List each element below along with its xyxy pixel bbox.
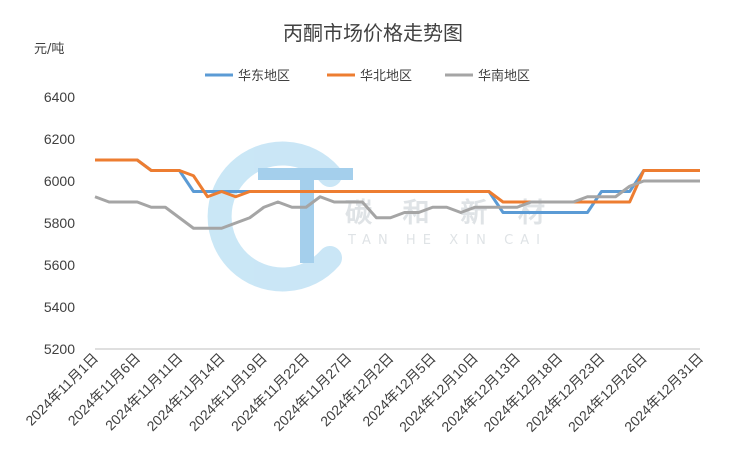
chart-title: 丙酮市场价格走势图 bbox=[283, 21, 463, 45]
legend-label: 华北地区 bbox=[360, 69, 412, 84]
series-layer bbox=[94, 158, 700, 230]
y-tick-label: 5400 bbox=[44, 299, 75, 315]
y-tick-label: 5600 bbox=[44, 257, 75, 273]
legend-label: 华南地区 bbox=[478, 68, 530, 84]
x-tick-label: 2024年12月2日 bbox=[317, 350, 397, 430]
y-tick-label: 6200 bbox=[44, 131, 75, 147]
watermark-crossbar-icon bbox=[258, 168, 353, 180]
x-tick-label: 2024年11月1日 bbox=[22, 350, 101, 429]
x-tick-label: 2024年11月11日 bbox=[102, 350, 186, 434]
y-axis-ticks: 5200 5400 5600 5800 6000 6200 6400 bbox=[44, 89, 75, 357]
series-line-1 bbox=[95, 158, 700, 214]
x-tick-label: 2024年11月6日 bbox=[65, 350, 144, 429]
series-line-2 bbox=[95, 158, 700, 204]
watermark-bar-icon bbox=[300, 168, 314, 263]
y-tick-label: 6000 bbox=[44, 173, 75, 189]
series-line-3 bbox=[94, 179, 700, 230]
watermark-subtext: TAN HE XIN CAI bbox=[347, 233, 543, 248]
legend: 华东地区 华北地区 华南地区 bbox=[205, 68, 530, 84]
watermark-arc-icon bbox=[207, 141, 342, 292]
x-axis-ticks: 2024年11月1日2024年11月6日2024年11月11日2024年11月1… bbox=[22, 350, 706, 435]
y-axis-label: 元/吨 bbox=[34, 42, 64, 57]
x-tick-label: 2024年12月5日 bbox=[359, 350, 439, 430]
y-tick-label: 5800 bbox=[44, 215, 75, 231]
legend-label: 华东地区 bbox=[238, 69, 290, 84]
y-tick-label: 6400 bbox=[44, 89, 75, 105]
y-tick-label: 5200 bbox=[44, 341, 75, 357]
